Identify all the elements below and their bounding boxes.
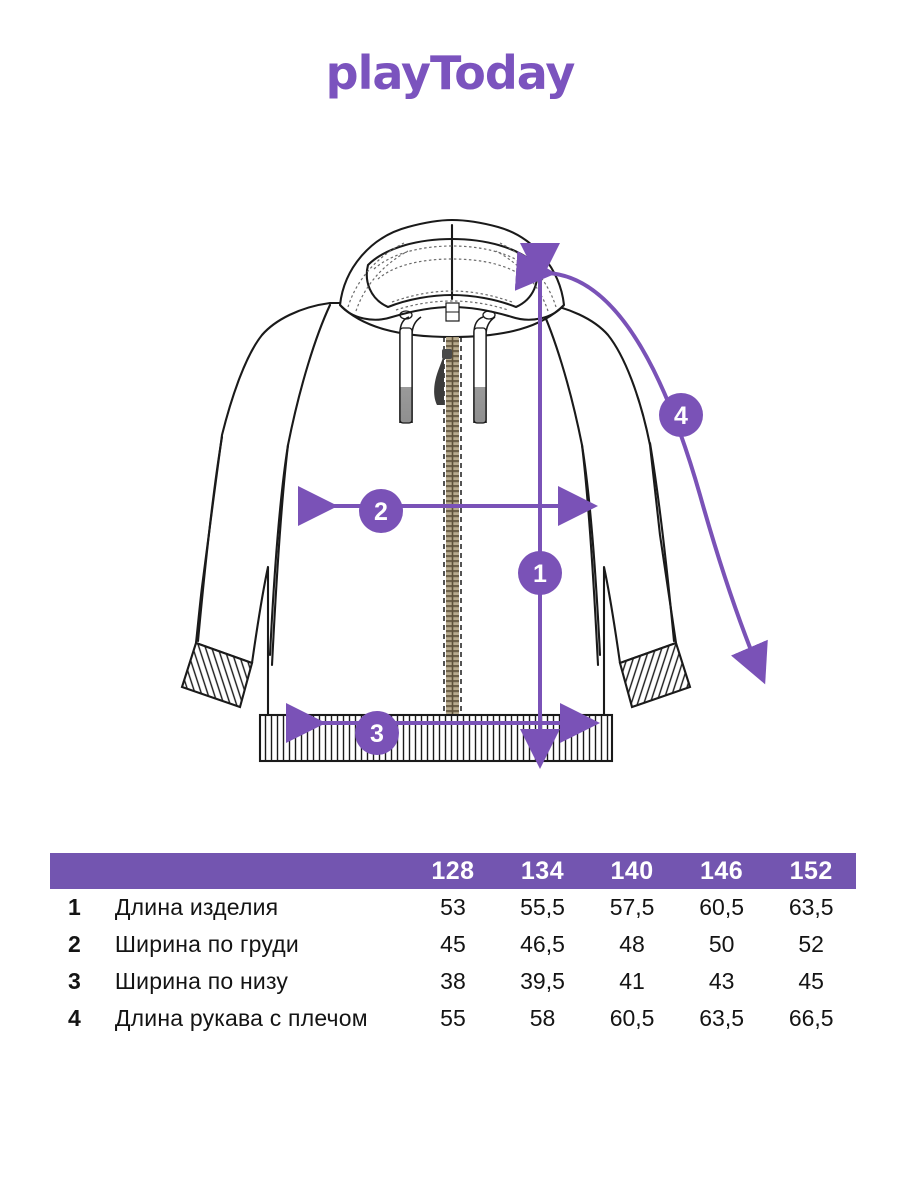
drawstring-left bbox=[399, 316, 422, 424]
marker-badge-1: 1 bbox=[518, 551, 562, 595]
row-number: 3 bbox=[68, 968, 81, 994]
garment-technical-drawing: 1 2 3 4 bbox=[180, 218, 768, 769]
cell-value: 50 bbox=[708, 931, 735, 957]
cell-value: 55 bbox=[440, 1005, 466, 1031]
marker-badge-3: 3 bbox=[355, 711, 399, 755]
table-header-row: 128 134 140 146 152 bbox=[50, 853, 856, 889]
cell-value: 66,5 bbox=[788, 1005, 834, 1031]
header-size-128: 128 bbox=[431, 856, 475, 885]
header-number-col bbox=[50, 853, 103, 889]
row-number: 4 bbox=[68, 1005, 81, 1031]
marker-label-2: 2 bbox=[374, 498, 388, 526]
cell-value: 48 bbox=[619, 931, 645, 957]
table-row: 2 Ширина по груди 45 46,5 48 50 52 bbox=[50, 926, 856, 963]
cell-value: 57,5 bbox=[609, 894, 655, 920]
row-number: 2 bbox=[68, 931, 81, 957]
marker-label-4: 4 bbox=[674, 402, 688, 430]
row-label: Длина изделия bbox=[114, 894, 279, 920]
cell-value: 55,5 bbox=[520, 894, 565, 920]
header-size-140: 140 bbox=[610, 856, 654, 885]
row-label: Ширина по низу bbox=[114, 968, 289, 994]
cell-value: 53 bbox=[440, 894, 466, 920]
row-label: Ширина по груди bbox=[114, 931, 299, 957]
table-row: 1 Длина изделия 53 55,5 57,5 60,5 63,5 bbox=[50, 889, 856, 926]
header-size-134: 134 bbox=[520, 856, 565, 885]
cell-value: 41 bbox=[619, 968, 645, 994]
cuff-left bbox=[180, 641, 254, 709]
brand-wordmark: playToday bbox=[325, 46, 576, 100]
size-chart-table: 128 134 140 146 152 1 Длина изделия 53 5… bbox=[50, 853, 856, 1037]
cell-value: 39,5 bbox=[520, 968, 565, 994]
cell-value: 63,5 bbox=[699, 1005, 744, 1031]
cell-value: 63,5 bbox=[788, 894, 834, 920]
header-size-152: 152 bbox=[789, 856, 833, 885]
header-size-146: 146 bbox=[700, 856, 744, 885]
cell-value: 60,5 bbox=[699, 894, 744, 920]
cell-value: 45 bbox=[440, 931, 466, 957]
marker-label-1: 1 bbox=[533, 560, 547, 588]
cell-value: 60,5 bbox=[609, 1005, 655, 1031]
marker-badge-2: 2 bbox=[359, 489, 403, 533]
measure-line-4 bbox=[514, 250, 768, 685]
header-label-col bbox=[102, 853, 409, 889]
cell-value: 58 bbox=[529, 1005, 556, 1031]
drawstring-right bbox=[473, 316, 496, 424]
table-row: 4 Длина рукава с плечом 55 58 60,5 63,5 … bbox=[50, 1000, 856, 1037]
cell-value: 45 bbox=[798, 968, 824, 994]
marker-badge-4: 4 bbox=[659, 393, 703, 437]
cell-value: 52 bbox=[798, 931, 824, 957]
marker-label-3: 3 bbox=[370, 720, 384, 748]
cell-value: 43 bbox=[708, 968, 735, 994]
cell-value: 46,5 bbox=[520, 931, 565, 957]
cell-value: 38 bbox=[440, 968, 466, 994]
row-number: 1 bbox=[68, 894, 81, 920]
row-label: Длина рукава с плечом bbox=[114, 1005, 368, 1031]
zipper bbox=[434, 337, 462, 735]
table-row: 3 Ширина по низу 38 39,5 41 43 45 bbox=[50, 963, 856, 1000]
